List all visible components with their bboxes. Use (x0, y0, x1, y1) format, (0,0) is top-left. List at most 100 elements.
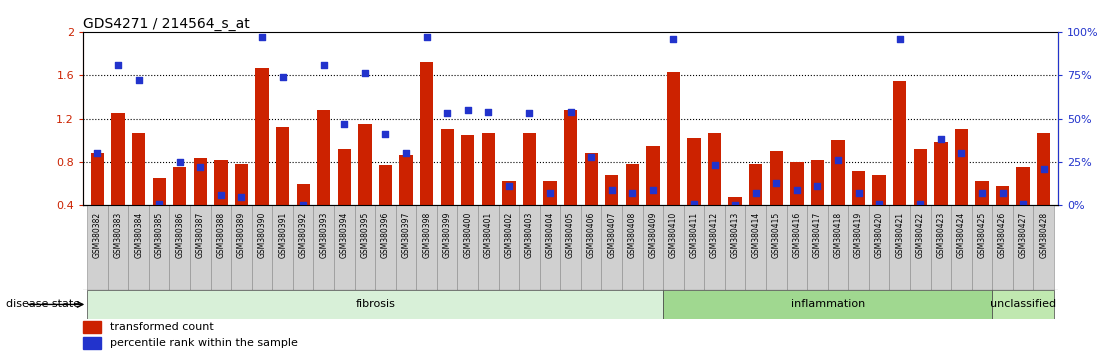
Text: GSM380427: GSM380427 (1018, 212, 1028, 258)
Bar (252, 205, 273, 290)
Text: GSM380420: GSM380420 (874, 212, 884, 258)
Text: GSM380410: GSM380410 (669, 212, 678, 258)
Bar (1034, 205, 1054, 290)
Bar (173, 167, 186, 205)
Bar (890, 205, 910, 290)
Text: transformed count: transformed count (110, 322, 214, 332)
Text: GSM380401: GSM380401 (484, 212, 493, 258)
Text: GSM380428: GSM380428 (1039, 212, 1048, 258)
Bar (132, 133, 145, 205)
Bar (461, 135, 474, 205)
Bar (543, 182, 556, 205)
Bar (893, 81, 906, 205)
Bar (317, 110, 330, 205)
Point (274, 74, 291, 80)
Text: GSM380397: GSM380397 (401, 212, 411, 258)
Bar (667, 72, 680, 205)
Point (295, 202, 312, 208)
Text: GSM380412: GSM380412 (710, 212, 719, 258)
Bar (849, 205, 869, 290)
Text: GSM380400: GSM380400 (463, 212, 472, 258)
Bar (153, 178, 166, 205)
Bar (708, 133, 721, 205)
Bar (993, 205, 1013, 290)
Text: percentile rank within the sample: percentile rank within the sample (110, 338, 298, 348)
Bar (211, 205, 232, 290)
Point (377, 131, 394, 137)
Bar (705, 205, 725, 290)
Point (1014, 201, 1032, 206)
Point (192, 164, 209, 170)
Bar (787, 205, 808, 290)
Bar (235, 164, 248, 205)
Bar (872, 175, 886, 205)
Bar (420, 62, 433, 205)
Point (747, 190, 765, 196)
Point (624, 190, 642, 196)
Bar (643, 205, 664, 290)
Bar (910, 205, 931, 290)
Bar (194, 158, 207, 205)
Bar (664, 290, 993, 319)
Bar (191, 205, 211, 290)
Bar (88, 205, 107, 290)
Text: GSM380398: GSM380398 (422, 212, 431, 258)
Bar (605, 175, 618, 205)
Text: GDS4271 / 214564_s_at: GDS4271 / 214564_s_at (83, 17, 249, 31)
Bar (112, 113, 125, 205)
Bar (276, 127, 289, 205)
Text: fibrosis: fibrosis (356, 299, 396, 309)
Text: GSM380389: GSM380389 (237, 212, 246, 258)
Text: GSM380399: GSM380399 (443, 212, 452, 258)
Point (500, 183, 517, 189)
Text: GSM380385: GSM380385 (155, 212, 164, 258)
Point (459, 107, 476, 113)
Text: GSM380390: GSM380390 (257, 212, 267, 258)
Bar (725, 205, 746, 290)
Point (953, 150, 971, 156)
Bar (107, 205, 129, 290)
Bar (148, 205, 170, 290)
Point (973, 190, 991, 196)
Text: GSM380416: GSM380416 (792, 212, 801, 258)
Bar (499, 205, 520, 290)
Bar (869, 205, 890, 290)
Text: GSM380404: GSM380404 (545, 212, 554, 258)
Bar (273, 205, 293, 290)
Bar (502, 182, 515, 205)
Point (665, 36, 683, 42)
Text: GSM380408: GSM380408 (628, 212, 637, 258)
Text: GSM380413: GSM380413 (730, 212, 740, 258)
Bar (1013, 205, 1034, 290)
Point (89, 150, 106, 156)
Bar (955, 130, 968, 205)
Text: GSM380395: GSM380395 (360, 212, 369, 258)
Text: GSM380414: GSM380414 (751, 212, 760, 258)
Point (706, 162, 724, 168)
Text: GSM380396: GSM380396 (381, 212, 390, 258)
Point (562, 109, 579, 114)
Text: GSM380391: GSM380391 (278, 212, 287, 258)
Bar (170, 205, 191, 290)
Point (315, 62, 332, 68)
Text: GSM380394: GSM380394 (340, 212, 349, 258)
Bar (255, 68, 269, 205)
Text: GSM380418: GSM380418 (833, 212, 842, 258)
Text: GSM380421: GSM380421 (895, 212, 904, 258)
Bar (88, 290, 664, 319)
Bar (808, 205, 828, 290)
Bar (975, 182, 988, 205)
Bar (993, 290, 1054, 319)
Bar (811, 160, 824, 205)
Text: disease state: disease state (6, 299, 80, 309)
Point (130, 78, 147, 83)
Point (870, 201, 888, 206)
Bar (687, 138, 700, 205)
Text: inflammation: inflammation (791, 299, 865, 309)
Text: unclassified: unclassified (991, 299, 1056, 309)
Point (768, 180, 786, 185)
Bar (664, 205, 684, 290)
Bar (790, 162, 803, 205)
Text: GSM380384: GSM380384 (134, 212, 143, 258)
Bar (561, 205, 581, 290)
